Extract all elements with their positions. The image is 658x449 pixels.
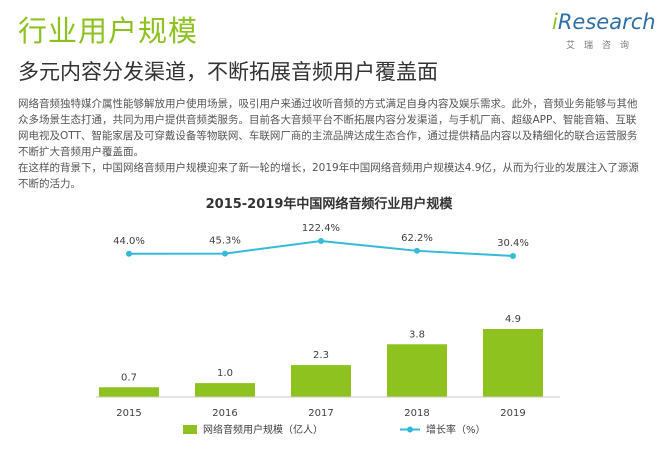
user-scale-chart: 2015-2019年中国网络音频行业用户规模 44.0% 45.3% 122.4% 6… (96, 196, 560, 436)
legend: 网络音频用户规模（亿人） 增长率（%） (183, 423, 486, 436)
legend-swatch-user-scale (183, 425, 197, 434)
bar-2017 (291, 365, 351, 397)
growth-point-2016 (222, 250, 228, 257)
legend-label-user-scale: 网络音频用户规模（亿人） (203, 423, 323, 436)
bar-2016 (195, 383, 255, 397)
logo-wordmark: iResearch (552, 10, 656, 34)
growth-point-2015 (126, 250, 132, 257)
x-axis-ticks: 2015 2016 2017 2018 2019 (116, 408, 525, 419)
bar-label-2015: 0.7 (121, 372, 137, 383)
bar-label-2019: 4.9 (505, 314, 521, 325)
legend-label-growth: 增长率（%） (426, 423, 486, 436)
growth-label-2016: 45.3% (209, 236, 241, 247)
logo-research: Research (557, 10, 656, 34)
bar-2019 (483, 329, 543, 397)
user-scale-series: 0.7 1.0 2.3 3.8 4.9 (99, 314, 543, 397)
x-tick-2016: 2016 (212, 408, 237, 419)
chart-title: 2015-2019年中国网络音频行业用户规模 (206, 196, 454, 212)
growth-label-2019: 30.4% (497, 238, 529, 249)
page-subtitle: 多元内容分发渠道，不断拓展音频用户覆盖面 (18, 60, 438, 84)
bar-label-2017: 2.3 (313, 350, 329, 361)
growth-label-2015: 44.0% (113, 236, 145, 247)
growth-point-2018 (414, 247, 420, 254)
growth-point-2019 (510, 253, 516, 259)
bar-2015 (99, 387, 159, 397)
growth-label-2018: 62.2% (401, 233, 433, 244)
x-tick-2018: 2018 (404, 408, 429, 419)
logo-i: i (552, 10, 558, 34)
iresearch-logo: iResearch 艾瑞咨询 (552, 6, 656, 52)
growth-rate-series: 44.0% 45.3% 122.4% 62.2% 30.4% (113, 223, 529, 259)
growth-point-2017 (318, 238, 324, 244)
bar-label-2018: 3.8 (409, 329, 425, 340)
bar-label-2016: 1.0 (217, 368, 233, 379)
bar-2018 (387, 344, 447, 397)
x-tick-2015: 2015 (116, 408, 141, 419)
body-paragraph-2: 在这样的背景下，中国网络音频用户规模迎来了新一轮的增长，2019年中国网络音频用… (18, 162, 639, 190)
x-tick-2017: 2017 (308, 408, 333, 419)
page-title: 行业用户规模 (18, 14, 199, 48)
body-text: 网络音频独特媒介属性能够解放用户使用场景，吸引用户来通过收听音频的方式满足自身内… (18, 96, 640, 192)
body-paragraph-1: 网络音频独特媒介属性能够解放用户使用场景，吸引用户来通过收听音频的方式满足自身内… (18, 98, 638, 158)
logo-subtitle: 艾瑞咨询 (566, 41, 639, 51)
growth-label-2017: 122.4% (302, 223, 340, 234)
x-tick-2019: 2019 (500, 408, 525, 419)
legend-swatch-growth-dot (407, 426, 413, 433)
